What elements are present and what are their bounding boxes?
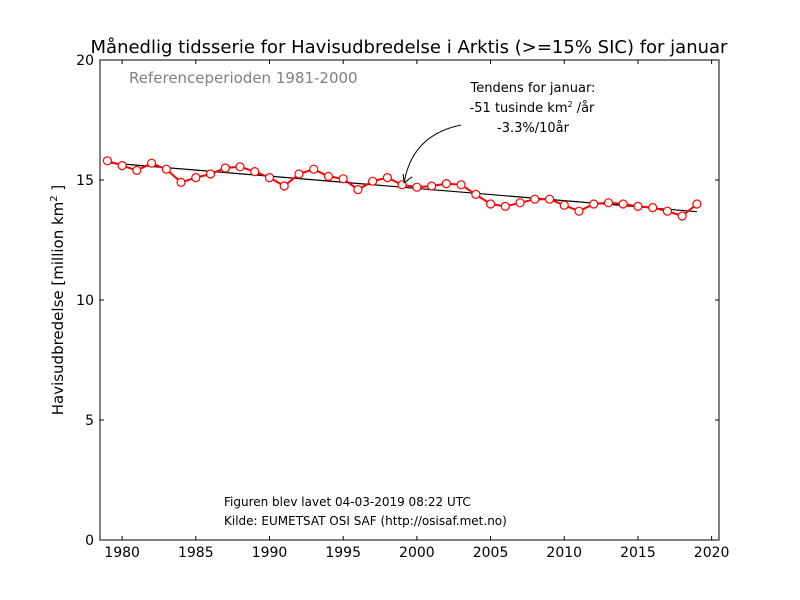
- annotation-arrowhead: [402, 173, 413, 184]
- created-timestamp: Figuren blev lavet 04-03-2019 08:22 UTC: [224, 495, 471, 509]
- data-point: [544, 194, 555, 204]
- data-point: [441, 179, 451, 189]
- y-axis-label-end: ]: [49, 185, 67, 196]
- data-point: [146, 158, 157, 168]
- data-point: [264, 173, 275, 183]
- data-point: [692, 199, 702, 209]
- series-layer: [102, 156, 702, 221]
- data-point: [618, 199, 628, 209]
- annotation-line-3: -3.3%/10år: [497, 121, 570, 136]
- data-point: [500, 201, 510, 211]
- data-point: [677, 211, 687, 221]
- trend-annotation: Tendens for januar: -51 tusinde km2 /år …: [402, 81, 596, 184]
- data-point: [323, 171, 334, 181]
- annotation-line-2-text: -51 tusinde km: [470, 101, 568, 116]
- data-point: [338, 174, 348, 184]
- data-source-credit: Kilde: EUMETSAT OSI SAF (http://osisaf.m…: [224, 514, 507, 528]
- data-point: [368, 176, 378, 186]
- data-point: [382, 173, 392, 183]
- x-tick-label: 2010: [546, 545, 582, 561]
- y-tick-label: 5: [85, 413, 94, 429]
- x-tick-label: 1980: [104, 545, 140, 561]
- y-axis-label-text: Havisudbredelse [million km: [49, 202, 67, 416]
- x-tick-label: 1985: [178, 545, 214, 561]
- data-point: [633, 201, 643, 211]
- data-point: [117, 161, 127, 171]
- y-tick-label: 15: [76, 173, 94, 189]
- y-tick-label: 20: [76, 53, 94, 69]
- data-point: [471, 189, 481, 199]
- data-point: [530, 194, 540, 204]
- data-point: [574, 206, 584, 216]
- data-point: [161, 164, 171, 174]
- plot-area: [99, 59, 720, 541]
- data-point: [309, 164, 319, 174]
- x-tick-label: 2015: [620, 545, 656, 561]
- data-point: [102, 156, 112, 166]
- data-point: [485, 199, 496, 209]
- data-point: [294, 169, 304, 179]
- x-tick-label: 2020: [694, 545, 730, 561]
- annotation-line-2: -51 tusinde km2 /år: [470, 100, 595, 116]
- data-point: [353, 185, 363, 195]
- y-tick-label: 10: [76, 293, 94, 309]
- data-point: [176, 177, 186, 187]
- data-point: [662, 206, 673, 216]
- data-point: [220, 163, 230, 173]
- chart-title: Månedlig tidsserie for Havisudbredelse i…: [91, 37, 729, 58]
- reference-period-label: Referenceperioden 1981-2000: [129, 69, 358, 87]
- data-point: [427, 181, 437, 191]
- data-point: [589, 199, 599, 209]
- plot-frame: [99, 59, 720, 541]
- annotation-arrow: [403, 124, 462, 183]
- data-point: [132, 165, 142, 175]
- data-point: [191, 173, 201, 183]
- y-tick-label: 0: [85, 533, 94, 549]
- x-tick-label: 2005: [473, 545, 509, 561]
- data-point: [279, 181, 289, 191]
- data-point: [456, 180, 466, 190]
- x-tick-label: 1990: [252, 545, 288, 561]
- data-point: [205, 169, 216, 179]
- data-point: [412, 182, 422, 192]
- y-axis-label: Havisudbredelse [million km2 ]: [49, 185, 67, 416]
- data-point: [250, 167, 260, 177]
- data-point: [515, 198, 525, 208]
- y-axis-label-sup: 2: [49, 195, 60, 201]
- annotation-line-2-end: /år: [573, 101, 595, 116]
- x-tick-label: 1995: [325, 545, 361, 561]
- data-point: [559, 200, 569, 210]
- data-point: [648, 203, 658, 213]
- annotation-line-2-sup: 2: [567, 100, 572, 109]
- x-tick-label: 2000: [399, 545, 435, 561]
- data-point: [603, 198, 614, 208]
- annotation-line-1: Tendens for januar:: [470, 81, 596, 96]
- x-axis: 1980 1985 1990 1995 2000 2005 2010 2015 2020: [104, 60, 729, 561]
- data-point: [235, 162, 245, 172]
- y-axis: 0 5 10 15 20: [76, 53, 719, 549]
